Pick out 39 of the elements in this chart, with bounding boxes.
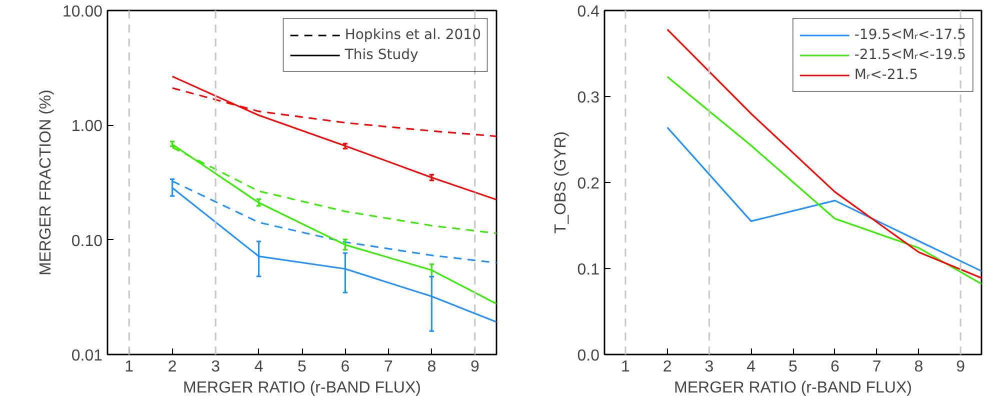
y-tick-label: 0.10	[71, 232, 103, 250]
x-tick-label: 5	[298, 358, 307, 376]
y-axis-title: MERGER FRACTION (%)	[37, 90, 54, 276]
y-tick-label: 0.01	[71, 348, 103, 364]
y-tick-label: 0.0	[577, 348, 600, 364]
x-tick-label: 2	[662, 358, 672, 376]
x-tick-label: 3	[211, 358, 220, 376]
legend-label: -19.5<Mᵣ<-17.5	[854, 27, 966, 43]
y-tick-label: 10.00	[62, 4, 103, 20]
x-tick-label: 8	[914, 358, 924, 376]
x-tick-label: 8	[427, 358, 436, 376]
legend-label: Mᵣ<-21.5	[854, 67, 918, 83]
x-tick-label: 6	[830, 358, 840, 376]
x-tick-label: 6	[340, 358, 350, 376]
line-series	[172, 76, 496, 200]
x-tick-label: 4	[254, 358, 264, 376]
y-axis-title: T_OBS (GYR)	[552, 131, 570, 234]
x-tick-label: 1	[124, 358, 134, 376]
y-tick-label: 0.4	[577, 4, 600, 20]
x-tick-label: 1	[620, 358, 630, 376]
x-tick-label: 7	[384, 358, 393, 376]
y-tick-label: 0.3	[577, 90, 600, 106]
x-tick-label: 9	[956, 358, 966, 376]
legend-label: -21.5<Mᵣ<-19.5	[854, 47, 966, 63]
x-tick-label: 2	[168, 358, 177, 376]
x-axis-title: MERGER RATIO (r-BAND FLUX)	[183, 380, 421, 396]
x-tick-label: 3	[704, 358, 714, 376]
annotation: This Study	[344, 47, 418, 63]
x-tick-label: 7	[872, 358, 882, 376]
y-tick-label: 0.2	[577, 176, 600, 192]
y-tick-label: 1.00	[71, 118, 103, 136]
y-tick-label: 0.1	[577, 262, 600, 278]
line-series	[666, 28, 982, 279]
x-tick-label: 5	[788, 358, 798, 376]
annotation: Hopkins et al. 2010	[344, 27, 481, 43]
x-tick-label: 9	[470, 358, 480, 376]
x-axis-title: MERGER RATIO (r-BAND FLUX)	[674, 380, 912, 396]
x-tick-label: 4	[746, 358, 756, 376]
line-series	[666, 126, 982, 272]
